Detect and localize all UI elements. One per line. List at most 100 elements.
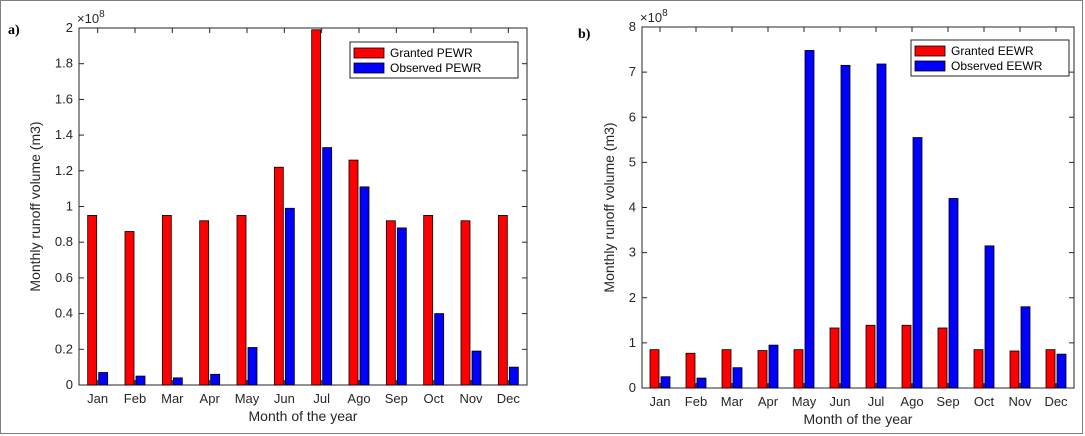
bar-granted-pewr xyxy=(311,29,322,386)
plot-area-a xyxy=(78,27,528,386)
y-tick-label: 3 xyxy=(629,245,636,260)
legend-entry: Observed PEWR xyxy=(390,61,482,75)
y-tick-label: 0.8 xyxy=(55,234,73,249)
y-tick-label: 1 xyxy=(629,335,636,350)
bar-granted-eewr xyxy=(973,349,984,389)
x-tick-label: Nov xyxy=(459,391,483,406)
legend-swatch xyxy=(914,45,946,57)
bar-observed-pewr xyxy=(172,377,183,386)
y-tick-label: 0.4 xyxy=(55,306,73,321)
y-tick-label: 6 xyxy=(629,109,636,124)
bar-granted-pewr xyxy=(385,220,396,386)
plot-area-b xyxy=(641,26,1075,389)
x-tick-label: Jul xyxy=(313,391,330,406)
x-tick-label: Mar xyxy=(161,391,184,406)
y-tick-label: 5 xyxy=(629,154,636,169)
bar-granted-pewr xyxy=(124,231,135,386)
y-exponent-label: ×108 xyxy=(640,8,668,25)
bar-observed-eewr xyxy=(1056,353,1067,389)
bar-granted-eewr xyxy=(685,352,696,389)
exponent-base: ×10 xyxy=(640,10,662,25)
bar-granted-pewr xyxy=(236,215,247,386)
bar-granted-eewr xyxy=(829,327,840,389)
bar-granted-pewr xyxy=(87,215,98,386)
y-tick-label: 7 xyxy=(629,64,636,79)
panel-label: b) xyxy=(578,27,591,42)
bar-granted-eewr xyxy=(1045,349,1056,389)
x-tick-label: Apr xyxy=(758,394,779,409)
x-tick-label: Sep xyxy=(385,391,408,406)
bar-observed-eewr xyxy=(948,198,959,389)
x-tick-label: Mar xyxy=(721,394,744,409)
x-tick-label: Apr xyxy=(200,391,221,406)
x-tick-label: Dec xyxy=(1044,394,1068,409)
y-tick-label: 1.2 xyxy=(55,163,73,178)
bar-granted-pewr xyxy=(497,215,508,386)
legend-entry: Granted EEWR xyxy=(951,44,1034,58)
y-tick-label: 1.6 xyxy=(55,91,73,106)
x-tick-label: Dec xyxy=(497,391,521,406)
bar-observed-eewr xyxy=(660,376,671,389)
legend-swatch xyxy=(353,62,385,74)
bar-granted-eewr xyxy=(649,349,660,389)
bar-observed-eewr xyxy=(768,344,779,389)
bar-granted-eewr xyxy=(865,324,876,389)
bar-observed-eewr xyxy=(1020,306,1031,389)
bar-granted-eewr xyxy=(793,349,804,389)
y-tick-label: 0.6 xyxy=(55,270,73,285)
bar-observed-eewr xyxy=(804,50,815,389)
bar-granted-pewr xyxy=(348,159,359,386)
bar-observed-eewr xyxy=(696,377,707,389)
x-tick-label: Nov xyxy=(1008,394,1032,409)
y-tick-label: 4 xyxy=(629,200,636,215)
bar-granted-pewr xyxy=(161,215,172,386)
x-tick-label: May xyxy=(792,394,817,409)
x-tick-label: Oct xyxy=(974,394,995,409)
y-tick-label: 1 xyxy=(66,199,73,214)
bar-granted-eewr xyxy=(901,324,912,389)
y-tick-label: 8 xyxy=(629,19,636,34)
bar-observed-pewr xyxy=(471,350,482,386)
legend-swatch xyxy=(914,60,946,72)
bar-granted-eewr xyxy=(757,350,768,389)
bar-observed-pewr xyxy=(210,373,221,386)
x-tick-label: May xyxy=(235,391,260,406)
y-tick-label: 0.2 xyxy=(55,341,73,356)
bar-observed-pewr xyxy=(135,375,146,386)
bar-granted-eewr xyxy=(721,349,732,389)
x-tick-label: Sep xyxy=(936,394,959,409)
bar-observed-eewr xyxy=(912,137,923,389)
x-tick-label: Jul xyxy=(868,394,885,409)
x-tick-label: Ago xyxy=(347,391,370,406)
bar-observed-eewr xyxy=(840,64,851,389)
bar-observed-eewr xyxy=(876,63,887,389)
x-axis-label: Month of the year xyxy=(249,408,358,424)
bar-observed-eewr xyxy=(732,367,743,389)
x-tick-label: Jan xyxy=(87,391,108,406)
bar-observed-pewr xyxy=(508,366,519,386)
bar-observed-pewr xyxy=(434,313,445,386)
exponent-power: 8 xyxy=(662,8,668,19)
exponent-base: ×10 xyxy=(77,11,99,26)
bar-granted-pewr xyxy=(460,220,471,386)
exponent-power: 8 xyxy=(99,9,105,20)
bar-observed-eewr xyxy=(984,245,995,389)
y-axis-label: Monthly runoff volume (m3) xyxy=(27,121,43,291)
y-tick-label: 1.4 xyxy=(55,127,73,142)
x-tick-label: Feb xyxy=(124,391,146,406)
bar-observed-pewr xyxy=(98,372,109,386)
y-tick-label: 1.8 xyxy=(55,56,73,71)
y-tick-label: 0 xyxy=(629,380,636,395)
bar-granted-pewr xyxy=(423,215,434,386)
panel-label: a) xyxy=(8,23,20,38)
x-tick-label: Jan xyxy=(650,394,671,409)
bar-observed-pewr xyxy=(247,347,258,386)
y-exponent-label: ×108 xyxy=(77,9,105,26)
x-tick-label: Ago xyxy=(900,394,923,409)
y-tick-label: 2 xyxy=(66,20,73,35)
x-tick-label: Oct xyxy=(424,391,445,406)
bar-observed-pewr xyxy=(322,147,333,386)
y-tick-label: 2 xyxy=(629,290,636,305)
